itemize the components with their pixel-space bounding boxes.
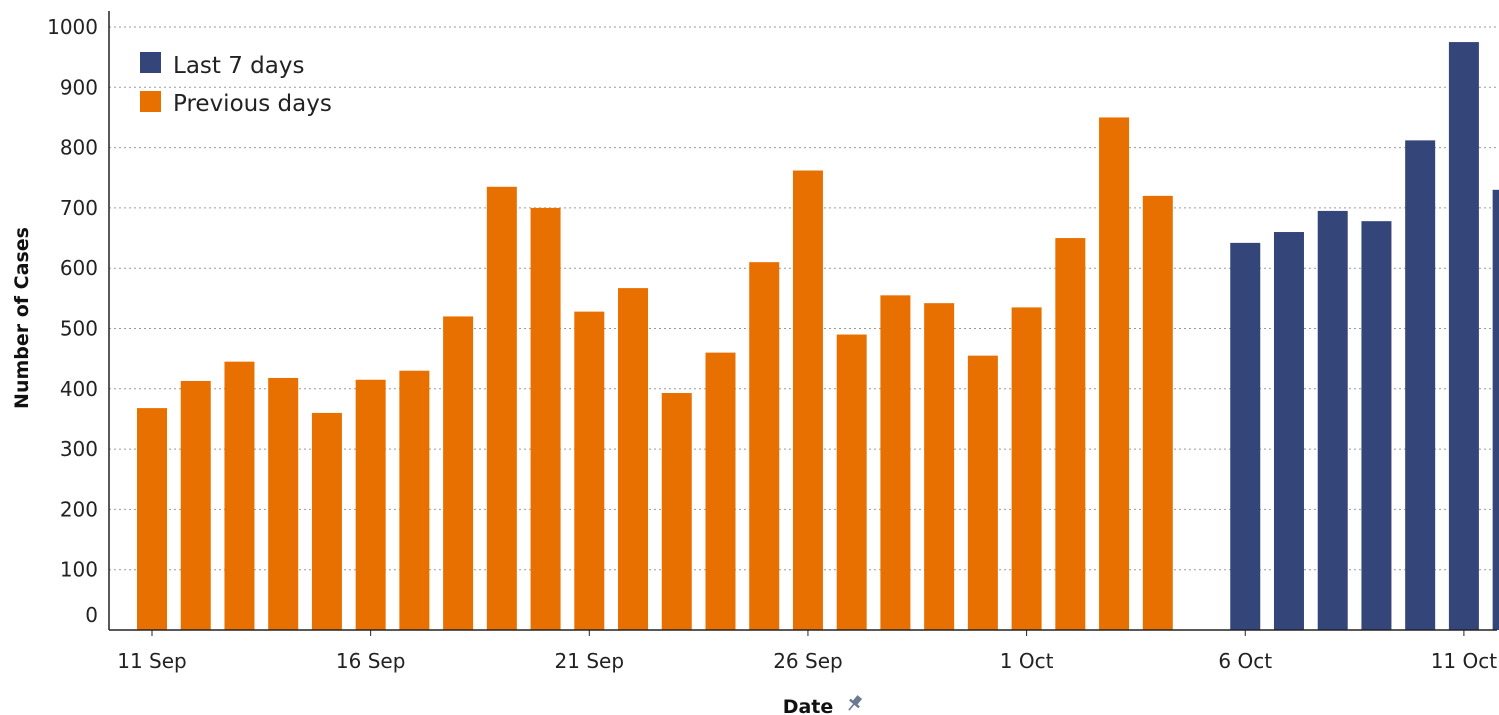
legend-label: Previous days (173, 91, 332, 117)
y-axis-title: Number of Cases (11, 227, 33, 409)
legend: Last 7 days Previous days (140, 52, 332, 117)
bar-4-oct[interactable] (1142, 195, 1173, 630)
y-axis-ticks: 0 100 200 300 400 500 600 700 800 900 1000 (47, 15, 98, 627)
y-tick-label: 900 (60, 75, 98, 99)
bar-15-sep[interactable] (311, 412, 342, 630)
bar-10-oct[interactable] (1405, 140, 1436, 630)
y-tick-label: 400 (60, 377, 98, 401)
legend-swatch (140, 52, 161, 73)
bar-23-sep[interactable] (661, 393, 692, 630)
bar-13-sep[interactable] (224, 361, 255, 630)
bar-24-sep[interactable] (705, 352, 736, 630)
bar-8-oct[interactable] (1317, 210, 1348, 631)
x-tick-label: 21 Sep (555, 649, 625, 673)
y-tick-label: 1000 (47, 15, 98, 39)
bar-17-sep[interactable] (399, 370, 430, 630)
legend-item-last-7-days[interactable]: Last 7 days (140, 52, 304, 79)
y-tick-label: 0 (85, 603, 98, 627)
x-tick-label: 26 Sep (773, 649, 843, 673)
x-tick-label: 1 Oct (1000, 649, 1054, 673)
bar-11-sep[interactable] (137, 408, 167, 630)
bar-12-oct[interactable] (1492, 189, 1499, 630)
y-tick-label: 700 (60, 196, 98, 220)
x-axis-ticks: 11 Sep 16 Sep 21 Sep 26 Sep 1 Oct 6 Oct 11 Oct (117, 630, 1497, 673)
legend-item-previous-days[interactable]: Previous days (140, 91, 332, 117)
bar-19-sep[interactable] (486, 186, 517, 631)
bar-2-oct[interactable] (1055, 238, 1086, 631)
pin-icon[interactable] (844, 693, 864, 714)
x-tick-label: 6 Oct (1218, 649, 1272, 673)
y-tick-label: 500 (60, 317, 98, 341)
bar-22-sep[interactable] (618, 288, 649, 630)
bar-1-oct[interactable] (1011, 307, 1042, 630)
bar-18-sep[interactable] (443, 316, 474, 630)
x-axis-title: Date (783, 696, 834, 715)
bar-16-sep[interactable] (355, 379, 386, 630)
bar-27-sep[interactable] (836, 334, 867, 630)
bars (137, 42, 1499, 631)
bar-7-oct[interactable] (1273, 232, 1304, 630)
y-tick-label: 100 (60, 558, 98, 582)
bar-28-sep[interactable] (880, 295, 911, 630)
x-axis-title-group: Date (783, 693, 864, 715)
bar-25-sep[interactable] (749, 262, 780, 630)
y-tick-label: 300 (60, 437, 98, 461)
bar-9-oct[interactable] (1361, 221, 1392, 630)
bar-26-sep[interactable] (792, 170, 823, 630)
legend-label: Last 7 days (173, 53, 304, 79)
y-tick-label: 600 (60, 256, 98, 280)
bar-6-oct[interactable] (1230, 242, 1261, 630)
x-tick-label: 16 Sep (336, 649, 406, 673)
legend-swatch (140, 91, 161, 112)
bar-12-sep[interactable] (180, 380, 211, 630)
gridlines (109, 26, 1497, 571)
x-tick-label: 11 Oct (1431, 649, 1498, 673)
bar-3-oct[interactable] (1099, 117, 1130, 630)
bar-11-oct[interactable] (1448, 42, 1479, 630)
bar-21-sep[interactable] (574, 311, 605, 630)
y-tick-label: 800 (60, 136, 98, 160)
bar-20-sep[interactable] (530, 207, 561, 630)
x-tick-label: 11 Sep (117, 649, 187, 673)
y-tick-label: 200 (60, 497, 98, 521)
bar-30-sep[interactable] (967, 355, 998, 630)
bar-14-sep[interactable] (268, 377, 299, 630)
bar-29-sep[interactable] (924, 303, 955, 630)
